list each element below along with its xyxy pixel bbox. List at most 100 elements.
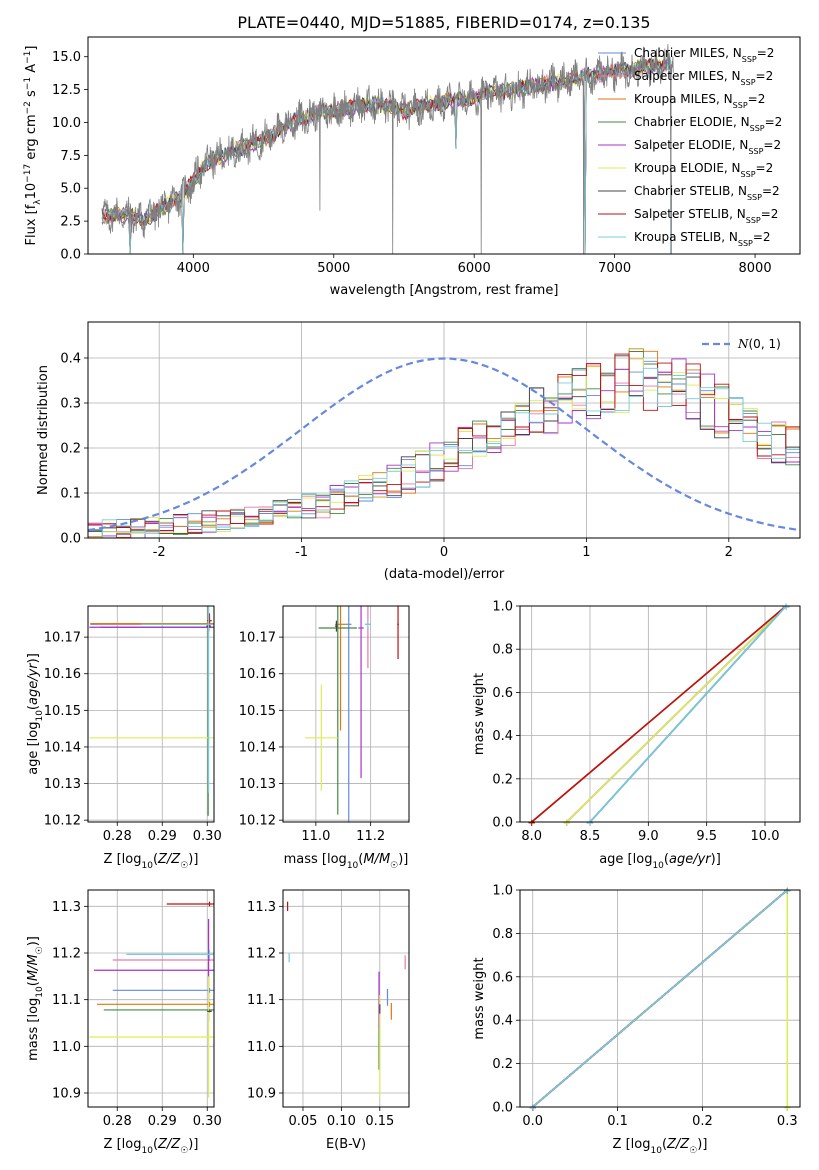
weight-marker-chabrier-stelib: + [586,818,594,829]
y-tick-label: 0.6 [492,686,513,701]
y-tick-label: 0.8 [492,927,513,942]
model-spectrum-salpeter-miles [101,59,673,254]
axes-frame [519,889,801,1108]
y-tick-label: 0.2 [492,1057,513,1072]
weight-marker-chabrier-stelib: + [529,1103,537,1114]
x-tick-label: 0.28 [103,1114,132,1129]
x-tick-label: 4000 [177,261,210,276]
weight-marker-salpeter-stelib: + [529,1103,537,1114]
x-tick-label: 11.0 [301,829,330,844]
y-tick-label: 11.2 [52,947,81,962]
residuals-panel: -2 -1 0 1 2 0.0 0.1 0.2 0.3 0.4 (data-model)/error… [36,321,801,582]
model-spectrum-kroupa-miles [101,56,673,254]
weight-marker-salpeter-stelib: + [527,818,535,829]
y-tick-label: 0.4 [492,1014,513,1029]
weight-marker-salpeter-elodie: + [529,1103,537,1114]
axes-frame [87,889,215,1108]
y-tick-label: 10.14 [44,740,81,755]
y-tick-label: 11.0 [52,1040,81,1055]
weight-marker-kroupa-miles: + [527,818,535,829]
x-tick-label: 8.0 [521,829,542,844]
x-tick-label: 9.5 [696,829,717,844]
x-axis-label: E(B-V) [326,1137,366,1152]
legend-entry: Chabrier MILES, NSSP=2 [634,46,774,64]
weight-marker-kroupa-stelib: + [783,886,791,897]
y-tick-label: 0.4 [60,352,81,367]
y-tick-label: 10.15 [44,704,81,719]
y-tick-label: 10.17 [239,631,276,646]
axes-frame [282,889,410,1108]
x-tick-label: 9.0 [638,829,659,844]
weight-marker-chabrier-stelib: + [783,886,791,897]
y-tick-label: 0.2 [492,772,513,787]
x-tick-label: 0.29 [148,1114,177,1129]
weight-marker-salpeter-stelib: + [783,886,791,897]
legend-entry: Kroupa STELIB, NSSP=2 [634,230,771,248]
model-spectrum-kroupa-elodie [101,58,673,254]
weight-marker-chabrier-elodie: + [562,818,570,829]
y-tick-label: 0.0 [492,816,513,831]
mass-weight-vs-age-panel: 8.0 8.5 9.0 9.5 10.00.00.20.40.60.81.0++++++… [472,600,801,871]
mass-vs-EBV-panel: 0.05 0.10 0.15 10.9 11.0 11.1 11.2 11.3 [247,889,410,1129]
x-tick-label: 0.28 [103,829,132,844]
y-tick-label: 10.12 [44,814,81,829]
legend-entry: Kroupa MILES, NSSP=2 [634,92,765,110]
y-tick-label: 0.0 [60,248,81,263]
y-tick-label: 2.5 [60,215,81,230]
y-tick-label: 11.2 [247,947,276,962]
spectrum-panel: 4000 5000 6000 7000 8000 0.0 2.5 5.0 7.5 10.0 12.5… [23,13,801,298]
x-axis-label: wavelength [Angstrom, rest frame] [330,283,559,298]
weight-marker-salpeter-miles: + [782,602,790,613]
model-spectrum-chabrier-stelib [101,58,673,254]
weight-marker-kroupa-elodie: + [783,1103,791,1114]
x-tick-label: 8.5 [580,829,601,844]
x-tick-label: 11.2 [356,829,385,844]
y-axis-label: mass [log10(M/M☉)] [26,936,45,1061]
y-axis-label: Normed distribution [36,365,51,495]
weight-marker-chabrier-miles: + [782,602,790,613]
y-tick-label: 10.15 [239,704,276,719]
x-tick-label: 0.0 [522,1114,543,1129]
x-axis-label: mass [log10(M/M☉)] [284,852,409,871]
observed-spectrum [101,44,674,254]
model-spectrum-salpeter-stelib [101,57,673,254]
legend-entry: Kroupa ELODIE, NSSP=2 [634,161,773,179]
y-tick-label: 5.0 [60,182,81,197]
x-tick-label: 0.10 [327,1114,356,1129]
age-vs-Z-panel: 0.28 0.29 0.30 10.12 10.13 10.14 10.15 10.16 10.… [26,605,222,871]
x-tick-label: 0.30 [193,1114,222,1129]
chart-title: PLATE=0440, MJD=51885, FIBERID=0174, z=0… [237,13,650,32]
weight-marker-salpeter-stelib: + [782,602,790,613]
weight-marker-kroupa-elodie: + [782,602,790,613]
weight-line-kroupa-stelib [589,606,787,822]
weight-marker-kroupa-miles: + [529,1103,537,1114]
axes-frame [87,321,801,539]
weight-line-salpeter-stelib [531,606,787,822]
y-axis-label: Flux [fλ10−17 erg cm−2 s−1 A−1] [23,46,43,246]
x-tick-label: 6000 [458,261,491,276]
x-axis-label: (data-model)/error [384,567,505,582]
y-tick-label: 0.4 [492,729,513,744]
y-tick-label: 0.8 [492,643,513,658]
legend: Chabrier MILES, NSSP=2 Salpeter MILES, NS… [598,46,782,248]
x-tick-label: 0.05 [288,1114,317,1129]
y-tick-label: 0.0 [492,1101,513,1116]
y-axis-label: mass weight [472,957,487,1039]
y-tick-label: 11.3 [52,900,81,915]
weight-marker-salpeter-miles: + [527,818,535,829]
mass-weight-vs-Z-panel: 0.0 0.1 0.2 0.30.00.20.40.60.81.0++++++++++… [472,884,801,1156]
legend-entry: Chabrier STELIB, NSSP=2 [634,184,780,202]
legend-entry: N(0, 1) [737,337,781,351]
weight-marker-chabrier-elodie: + [782,602,790,613]
x-tick-label: 10.0 [751,829,780,844]
legend-entry: Chabrier ELODIE, NSSP=2 [634,115,782,133]
y-tick-label: 10.9 [52,1087,81,1102]
x-tick-label: 8000 [739,261,772,276]
age-vs-mass-panel: 11.0 11.2 10.12 10.13 10.14 10.15 10.16 10.17 ma… [239,605,410,871]
y-tick-label: 0.3 [60,397,81,412]
x-tick-label: 5000 [317,261,350,276]
weight-marker-salpeter-elodie: + [562,818,570,829]
histogram-salpeter-stelib [88,353,800,533]
model-spectrum-chabrier-elodie [101,57,673,254]
y-tick-label: 12.5 [52,83,81,98]
